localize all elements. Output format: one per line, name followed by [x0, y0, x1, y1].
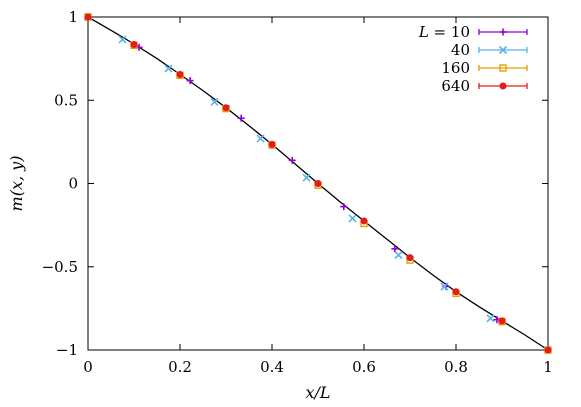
data-point-L40-d2: [440, 282, 449, 291]
data-point-L40-d2: [486, 314, 495, 323]
y-tick-label: 0.5: [54, 91, 78, 109]
legend-marker-L640: [499, 82, 507, 90]
x-tick-label: 0.8: [444, 358, 468, 376]
data-point-L40-d2: [118, 35, 127, 44]
data-point-L40-d2: [164, 64, 173, 73]
x-tick-label: 1: [543, 358, 553, 376]
data-point-L640: [314, 180, 322, 187]
data-point-L640: [452, 288, 460, 296]
legend-marker-L40-d2: [498, 45, 508, 55]
data-point-L40-d2: [302, 173, 311, 182]
data-point-L40-d2: [394, 251, 403, 260]
series-640: [84, 13, 552, 354]
data-point-L640: [544, 346, 552, 354]
data-point-L40-d2: [210, 97, 219, 106]
y-tick-label: 0: [68, 175, 78, 193]
legend-title: L =: [418, 23, 451, 41]
data-points-layer: [83, 12, 552, 354]
legend-label-L10: L = 10: [418, 23, 470, 41]
data-point-L640: [360, 217, 368, 225]
legend-label-L640: 640: [441, 77, 470, 95]
x-axis-ticks: 0 0.2 0.4 0.6 0.8 1: [83, 17, 553, 376]
x-tick-label: 0.6: [352, 358, 376, 376]
data-point-L640: [268, 140, 276, 148]
y-tick-label: 1: [68, 8, 78, 26]
data-point-L640: [222, 104, 230, 112]
data-point-L640: [406, 254, 414, 262]
series-10: [84, 13, 501, 324]
data-point-L40-d2: [256, 134, 265, 143]
data-point-L640: [84, 13, 92, 21]
data-point-L640: [176, 70, 184, 78]
legend-label-L40: 40: [451, 41, 470, 59]
x-tick-label: 0.2: [168, 358, 192, 376]
series-40: [83, 12, 495, 323]
y-axis-title: m(x, y): [7, 156, 26, 212]
x-axis-title: x/L: [305, 383, 330, 402]
legend-marker-L160: [499, 64, 507, 72]
x-tick-label: 0: [83, 358, 93, 376]
x-tick-label: 0.4: [260, 358, 284, 376]
data-point-L40-d2: [348, 214, 357, 223]
y-axis-ticks: −1 −0.5 0 0.5 1: [42, 8, 548, 359]
data-point-L640: [130, 40, 138, 48]
data-point-L640: [498, 317, 506, 325]
legend-label-L160: 160: [441, 59, 470, 77]
y-tick-label: −0.5: [42, 258, 78, 276]
y-tick-label: −1: [56, 341, 78, 359]
legend-value: 10: [451, 23, 470, 41]
